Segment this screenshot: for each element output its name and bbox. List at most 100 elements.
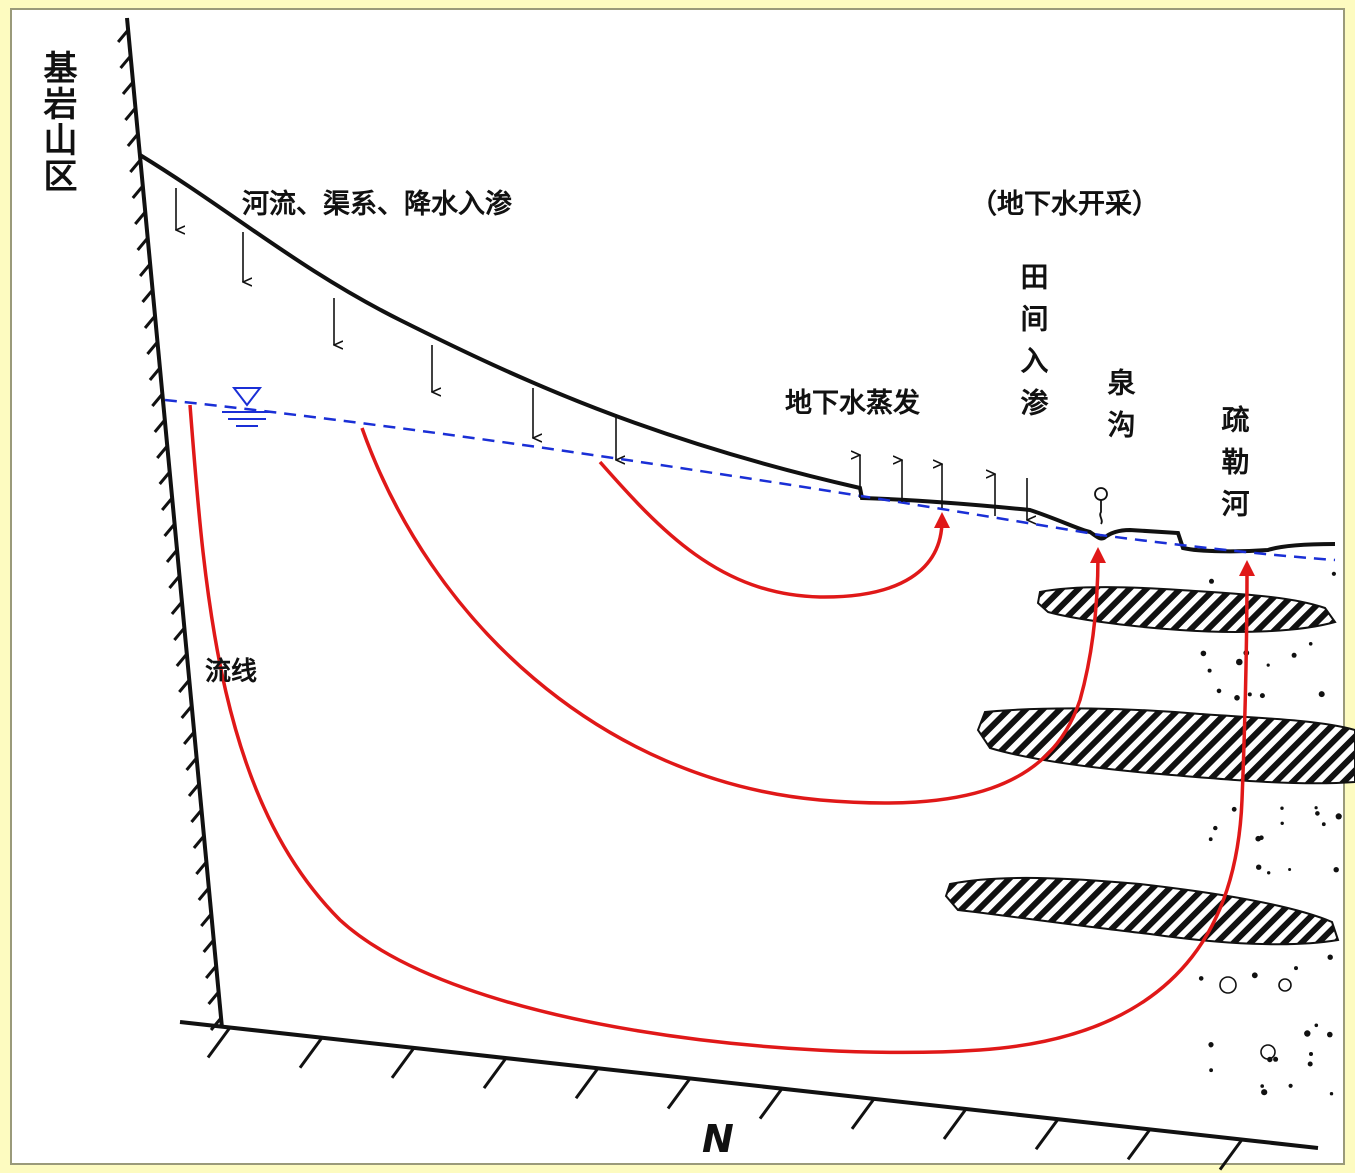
bedrock-hatch-tick bbox=[175, 653, 188, 667]
flow-line-middle bbox=[360, 427, 1106, 805]
gravel-dot bbox=[1209, 578, 1214, 584]
bedrock-hatch-tick bbox=[163, 523, 176, 537]
flow-line-shallow bbox=[598, 460, 950, 599]
bottom-hatch-tick bbox=[850, 1097, 876, 1130]
gravel-dot bbox=[1259, 693, 1265, 699]
pebble bbox=[1219, 976, 1237, 994]
gravel-dot bbox=[1308, 642, 1313, 646]
bedrock-hatch-tick bbox=[158, 471, 171, 485]
flowline-label: 流线 bbox=[205, 657, 257, 687]
bottom-hatch-tick bbox=[482, 1057, 508, 1089]
infiltration-arrows bbox=[176, 188, 1027, 520]
bedrock-hatch-tick bbox=[207, 991, 220, 1005]
flow-line-deep bbox=[188, 404, 1255, 1055]
gravel-dot bbox=[1213, 825, 1218, 831]
gravel-dot bbox=[1200, 650, 1207, 657]
gravel-dot bbox=[1236, 658, 1243, 666]
gravel-dot bbox=[1315, 811, 1320, 816]
clay-lens-lower bbox=[944, 876, 1340, 946]
bedrock-hatch-tick bbox=[205, 965, 218, 979]
bedrock-hatch-tick bbox=[136, 237, 149, 251]
bedrock-hatch-tick bbox=[121, 81, 135, 95]
gravel-dot bbox=[1304, 1030, 1311, 1037]
bottom-hatch-tick bbox=[666, 1077, 692, 1110]
bedrock-hatch-tick bbox=[187, 783, 201, 797]
gravel-dot bbox=[1255, 835, 1261, 842]
bedrock-hatch-tick bbox=[200, 913, 213, 927]
bedrock-hatch-tick bbox=[185, 757, 198, 771]
bedrock-hatch-tick bbox=[148, 367, 162, 381]
bedrock-hatch-tick bbox=[146, 341, 159, 355]
bedrock-hatch-tick bbox=[170, 601, 184, 615]
water-level-icon bbox=[222, 387, 272, 427]
gravel-dot bbox=[1207, 668, 1212, 673]
bedrock-hatch-tick bbox=[160, 497, 174, 511]
bedrock-hatch-tick bbox=[116, 29, 130, 43]
bedrock-hatch-tick bbox=[168, 575, 181, 589]
gravel-dot bbox=[1314, 1023, 1319, 1028]
bedrock-hatch-tick bbox=[183, 731, 196, 745]
bedrock-hatch-tick bbox=[178, 679, 191, 693]
gravel-dot bbox=[1280, 806, 1284, 810]
pebble bbox=[1278, 978, 1292, 992]
gravel-dot bbox=[1231, 806, 1237, 812]
gravel-dot bbox=[1216, 688, 1222, 694]
gravel-dot bbox=[1273, 1056, 1279, 1062]
bottom-hatch-tick bbox=[1218, 1138, 1244, 1171]
gravel-dot bbox=[1329, 1092, 1334, 1096]
bottom-hatch-tick bbox=[942, 1108, 968, 1140]
gravel-dot bbox=[1318, 691, 1325, 698]
gravel-dot bbox=[1288, 1083, 1293, 1088]
spring-ditch-label: 泉沟 bbox=[1104, 367, 1137, 452]
gravel-dot bbox=[1266, 663, 1270, 667]
field-infiltration-label: 田间入渗 bbox=[1017, 262, 1050, 430]
evaporation-arrows bbox=[860, 455, 995, 516]
gravel-dot bbox=[1234, 695, 1240, 701]
north-label: N bbox=[702, 1117, 734, 1161]
bedrock-area-label: 基岩山区 bbox=[37, 50, 78, 194]
gravel-dot bbox=[1327, 954, 1333, 960]
bedrock-hatch-tick bbox=[180, 705, 193, 719]
bottom-hatch-tick bbox=[1126, 1128, 1152, 1161]
bedrock-hatch-tick bbox=[173, 627, 186, 641]
bottom-boundary bbox=[179, 1020, 1319, 1171]
bedrock-hatch-tick bbox=[192, 835, 206, 849]
bedrock-hatch-tick bbox=[131, 185, 144, 199]
bedrock-hatch-tick bbox=[153, 419, 166, 433]
pebble bbox=[1260, 1044, 1276, 1060]
gravel-dot bbox=[1288, 868, 1292, 871]
bedrock-hatch-tick bbox=[124, 107, 137, 121]
bottom-hatch-tick bbox=[574, 1067, 600, 1100]
flow-lines bbox=[188, 404, 1255, 1055]
bedrock-hatch-tick bbox=[138, 263, 152, 277]
infiltration-label: 河流、渠系、降水入渗 bbox=[242, 188, 513, 220]
gravel-deposit bbox=[1198, 571, 1342, 1096]
bedrock-hatch-tick bbox=[129, 159, 142, 173]
bedrock-hatch-tick bbox=[190, 809, 203, 823]
groundwater-extraction-label: （地下水开采） bbox=[970, 189, 1159, 220]
bedrock-hatch-tick bbox=[126, 133, 140, 147]
clay-lens-middle bbox=[976, 707, 1355, 785]
bottom-hatch-tick bbox=[298, 1036, 324, 1069]
bottom-hatch-tick bbox=[206, 1026, 232, 1059]
gravel-dot bbox=[1267, 871, 1271, 875]
groundwater-evaporation-label: 地下水蒸发 bbox=[785, 387, 920, 419]
gravel-dot bbox=[1251, 972, 1258, 979]
bedrock-hatch-tick bbox=[141, 289, 154, 303]
gravel-dot bbox=[1260, 1084, 1264, 1088]
bottom-hatch-tick bbox=[758, 1087, 784, 1120]
gravel-dot bbox=[1209, 1068, 1213, 1073]
clay-lenses bbox=[944, 586, 1355, 946]
bedrock-hatch-tick bbox=[119, 55, 132, 69]
gravel-dot bbox=[1198, 976, 1204, 981]
bottom-hatch-tick bbox=[390, 1047, 416, 1079]
clay-lens-upper bbox=[1036, 586, 1337, 633]
shule-river-label: 疏勒河 bbox=[1218, 404, 1251, 531]
water-table-line bbox=[164, 398, 1336, 562]
gravel-dot bbox=[1314, 806, 1318, 810]
bedrock-hatch-tick bbox=[151, 393, 164, 407]
bedrock-hatch-tick bbox=[195, 861, 208, 875]
bedrock-hatch-tick bbox=[202, 939, 215, 953]
gravel-dot bbox=[1294, 966, 1298, 971]
